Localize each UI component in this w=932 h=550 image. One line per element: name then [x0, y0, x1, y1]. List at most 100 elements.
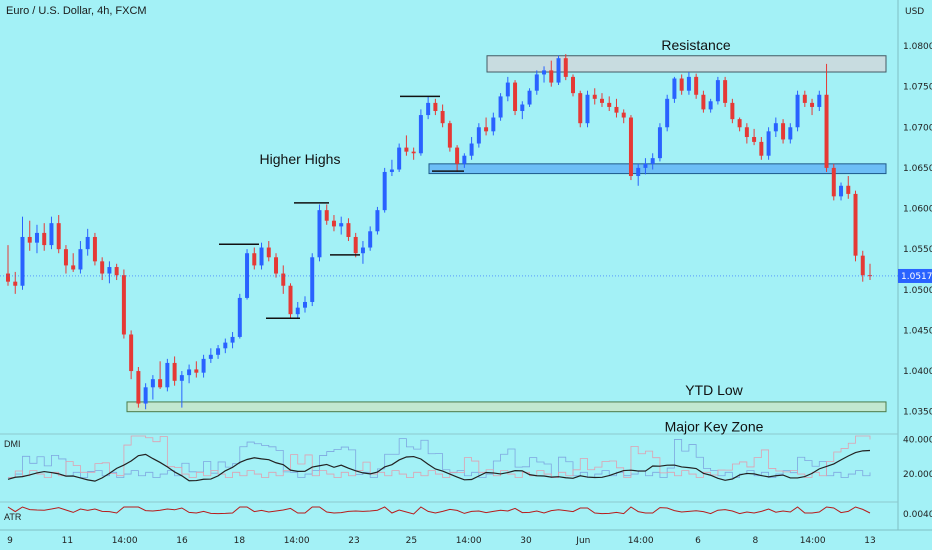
candle: [266, 241, 271, 262]
candle: [6, 245, 10, 286]
x-tick-label: 14:00: [284, 536, 310, 546]
resistance-label: Resistance: [661, 37, 730, 53]
currency-label: USD: [905, 7, 924, 17]
candle: [476, 123, 481, 148]
atr-tick-label: 0.00400: [903, 510, 932, 520]
x-tick-label: 30: [520, 536, 532, 546]
candle: [71, 253, 76, 272]
candle: [672, 76, 677, 103]
candle: [201, 354, 206, 378]
candle: [27, 220, 32, 251]
candle: [701, 90, 706, 113]
candle: [411, 147, 416, 160]
candle: [389, 159, 394, 177]
candle: [788, 123, 793, 144]
candle: [13, 271, 18, 294]
candle: [302, 296, 307, 313]
candle: [230, 332, 235, 349]
candle: [846, 176, 851, 199]
candle: [831, 163, 836, 201]
candle: [288, 283, 293, 319]
x-tick-label: 9: [7, 536, 13, 546]
x-tick-label: 13: [864, 536, 875, 546]
candle: [817, 90, 822, 112]
candle: [795, 90, 800, 132]
x-tick-label: 14:00: [456, 536, 482, 546]
candle: [781, 119, 786, 144]
candle: [100, 257, 105, 281]
candle: [172, 356, 177, 386]
candle: [397, 143, 402, 172]
x-tick-label: 8: [752, 536, 758, 546]
candle: [208, 348, 213, 363]
y-tick-label: 1.05500: [903, 245, 932, 255]
candle: [78, 241, 83, 274]
candle: [802, 90, 807, 107]
candle: [92, 232, 97, 266]
candle: [520, 101, 525, 120]
major-key-zone-label: Major Key Zone: [665, 419, 764, 435]
candle: [621, 109, 626, 124]
resistance-rect[interactable]: [486, 55, 887, 73]
candle: [418, 109, 423, 156]
candle: [665, 94, 670, 132]
candle: [295, 301, 300, 319]
candle: [382, 167, 387, 213]
candle: [310, 253, 315, 307]
x-tick-label: 11: [62, 536, 73, 546]
labels-layer: Resistance Higher Highs YTD Low Major Key Z…: [260, 37, 764, 435]
candle: [114, 263, 119, 281]
candle: [853, 190, 858, 262]
major-key-zone-rect[interactable]: [126, 401, 887, 413]
candle: [824, 63, 829, 172]
candle: [599, 93, 604, 107]
y-tick-label: 1.05000: [903, 286, 932, 296]
candle: [643, 158, 648, 175]
candle: [63, 245, 68, 274]
candle: [636, 163, 641, 186]
adx-line: [7, 449, 871, 482]
candle: [484, 117, 489, 136]
candle: [353, 232, 358, 258]
candle: [628, 115, 633, 181]
candle: [339, 216, 344, 235]
swing-lines-layer: [219, 95, 464, 319]
candle: [107, 261, 112, 284]
candle: [542, 66, 547, 83]
candle: [426, 96, 431, 120]
candle: [158, 361, 163, 389]
candle: [810, 98, 815, 116]
candle: [216, 345, 221, 359]
candle: [752, 128, 757, 146]
candle: [346, 218, 351, 242]
candle: [650, 153, 655, 170]
ytd-low-label: YTD Low: [685, 382, 743, 398]
candle: [245, 249, 250, 300]
x-tick-label: Jun: [575, 536, 590, 546]
candle: [773, 117, 778, 138]
y-tick-label: 1.06000: [903, 205, 932, 215]
candle: [274, 253, 279, 278]
candle: [179, 371, 184, 408]
candle: [20, 216, 25, 290]
candle: [505, 76, 510, 102]
y-tick-label: 1.03500: [903, 408, 932, 418]
candle: [556, 55, 561, 86]
candle: [686, 72, 691, 95]
support-zone-rect[interactable]: [428, 163, 887, 175]
y-tick-label: 1.04000: [903, 367, 932, 377]
candle: [723, 76, 728, 107]
candle: [657, 123, 662, 162]
candle: [237, 293, 242, 339]
higher-highs-label: Higher Highs: [260, 151, 341, 167]
y-tick-label: 1.06500: [903, 164, 932, 174]
candle: [737, 117, 742, 132]
dmi-label: DMI: [4, 439, 21, 449]
candle: [165, 358, 170, 392]
candle: [715, 76, 720, 105]
candle: [571, 74, 576, 97]
candle: [85, 228, 90, 256]
